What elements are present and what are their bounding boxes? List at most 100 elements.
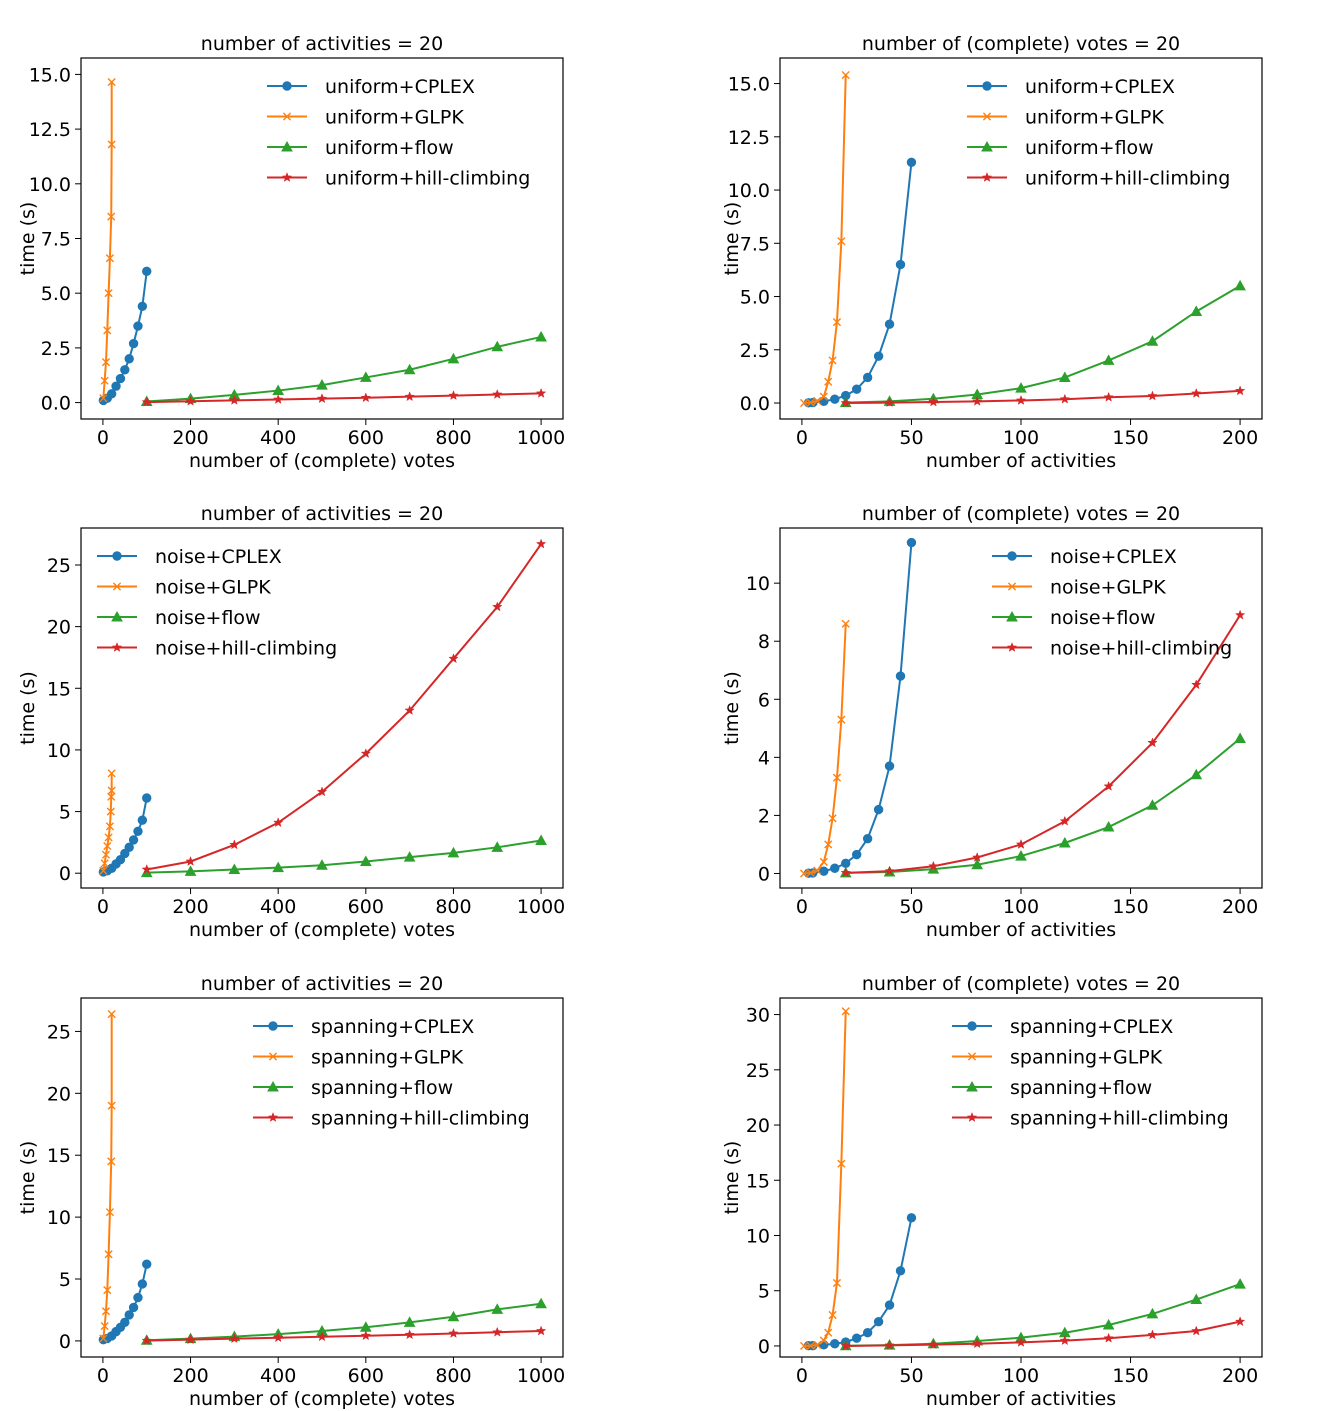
y-tick-label: 0 bbox=[59, 863, 71, 885]
x-tick-label: 200 bbox=[1222, 1365, 1258, 1387]
data-point-hill bbox=[884, 1339, 895, 1350]
data-point-glpk bbox=[106, 807, 115, 816]
data-point-hill bbox=[928, 1339, 939, 1350]
data-point-glpk bbox=[837, 1159, 846, 1168]
legend-marker-cplex bbox=[982, 81, 992, 91]
data-point-cplex bbox=[124, 842, 134, 853]
data-point-cplex bbox=[111, 381, 121, 391]
data-point-cplex bbox=[851, 1333, 862, 1343]
subplot-4: number of (complete) votes = 200 50 100 150… bbox=[721, 503, 1263, 941]
legend-label: spanning+hill-climbing bbox=[1010, 1108, 1229, 1130]
legend-marker-flow bbox=[966, 1080, 978, 1092]
x-tick-label: 150 bbox=[1112, 896, 1148, 918]
data-point-cplex bbox=[133, 1292, 143, 1303]
legend-label: uniform+flow bbox=[1025, 137, 1154, 159]
data-point-hill bbox=[316, 1331, 328, 1342]
data-point-flow bbox=[403, 1316, 416, 1327]
series-area bbox=[800, 537, 1246, 878]
data-point-flow bbox=[447, 352, 460, 364]
data-point-hill bbox=[185, 395, 196, 406]
data-point-flow bbox=[359, 855, 372, 866]
data-point-hill bbox=[141, 1335, 152, 1346]
legend-label: noise+GLPK bbox=[1050, 577, 1166, 599]
y-tick-label: 0.0 bbox=[41, 393, 71, 415]
legend-marker-hill bbox=[981, 171, 993, 182]
legend-label: spanning+flow bbox=[311, 1077, 453, 1099]
y-tick-label: 5 bbox=[59, 802, 71, 824]
y-tick-label: 0.0 bbox=[740, 393, 770, 415]
data-point-hill bbox=[404, 1329, 415, 1340]
data-point-cplex bbox=[819, 866, 829, 876]
chart-title: number of (complete) votes = 20 bbox=[862, 503, 1180, 525]
data-point-hill bbox=[1103, 1332, 1114, 1343]
data-point-cplex bbox=[873, 351, 884, 361]
x-tick-label: 800 bbox=[435, 1365, 471, 1387]
data-point-flow bbox=[1234, 279, 1246, 291]
data-point-hill bbox=[272, 817, 284, 828]
series-line-hill bbox=[845, 1320, 1241, 1347]
legend-label: uniform+CPLEX bbox=[1025, 76, 1175, 98]
legend-marker-glpk bbox=[112, 582, 122, 591]
data-point-hill bbox=[316, 393, 328, 404]
legend: spanning+CPLEX spanning+GLPK spanning+flow… bbox=[253, 1016, 530, 1130]
x-axis-label: number of (complete) votes bbox=[189, 450, 455, 472]
legend-marker-cplex bbox=[1007, 551, 1017, 561]
data-point-glpk bbox=[101, 850, 111, 859]
data-point-flow bbox=[535, 834, 547, 846]
y-tick-label: 2.5 bbox=[740, 340, 770, 362]
data-point-flow bbox=[1146, 1307, 1159, 1319]
data-point-glpk bbox=[837, 237, 846, 246]
data-point-hill bbox=[1147, 737, 1158, 748]
data-point-cplex bbox=[124, 354, 134, 364]
chart-title: number of activities = 20 bbox=[201, 33, 443, 55]
series-line-cplex bbox=[103, 1263, 148, 1341]
data-point-glpk bbox=[837, 715, 846, 724]
data-point-flow bbox=[403, 851, 416, 862]
data-point-glpk bbox=[832, 317, 842, 327]
legend: noise+CPLEX noise+GLPK noise+flow noise+hil… bbox=[992, 546, 1232, 660]
x-tick-label: 100 bbox=[1003, 1365, 1039, 1387]
data-point-hill bbox=[448, 390, 459, 401]
data-point-glpk bbox=[101, 1307, 111, 1316]
data-point-flow bbox=[1190, 305, 1203, 316]
data-point-glpk bbox=[813, 396, 822, 405]
y-tick-label: 30 bbox=[746, 1005, 770, 1027]
x-tick-label: 200 bbox=[1222, 427, 1258, 449]
subplot-5: number of activities = 200 200 400 600 800 10… bbox=[17, 973, 565, 1410]
data-point-hill bbox=[1103, 780, 1114, 791]
legend-marker-flow bbox=[281, 140, 293, 152]
data-point-flow bbox=[316, 859, 328, 870]
legend-label: spanning+CPLEX bbox=[1010, 1016, 1173, 1038]
data-point-glpk bbox=[824, 840, 833, 849]
legend-marker-glpk bbox=[967, 1052, 977, 1061]
data-point-hill bbox=[404, 391, 415, 402]
data-point-glpk bbox=[104, 1250, 113, 1259]
data-point-flow bbox=[1015, 382, 1027, 393]
legend-label: uniform+GLPK bbox=[325, 107, 464, 129]
data-point-glpk bbox=[819, 392, 828, 401]
data-point-cplex bbox=[106, 389, 117, 399]
data-point-cplex bbox=[124, 1310, 134, 1320]
data-point-glpk bbox=[100, 376, 109, 385]
series-area bbox=[800, 1007, 1246, 1351]
x-tick-label: 200 bbox=[172, 1365, 208, 1387]
data-point-flow bbox=[228, 863, 241, 875]
data-point-glpk bbox=[800, 869, 809, 878]
data-point-cplex bbox=[884, 761, 895, 771]
legend-label: noise+GLPK bbox=[155, 577, 271, 599]
data-point-flow bbox=[535, 330, 547, 342]
legend-label: uniform+hill-climbing bbox=[325, 168, 530, 190]
data-point-cplex bbox=[133, 321, 143, 331]
data-point-hill bbox=[229, 1333, 240, 1344]
data-point-hill bbox=[492, 601, 503, 612]
subplot-3: number of activities = 200 200 400 600 800 10… bbox=[17, 503, 565, 941]
y-tick-label: 12.5 bbox=[29, 119, 71, 141]
data-point-hill bbox=[272, 1332, 284, 1343]
data-point-hill bbox=[1015, 394, 1027, 405]
legend-label: uniform+GLPK bbox=[1025, 107, 1164, 129]
data-point-cplex bbox=[862, 372, 873, 383]
legend: spanning+CPLEX spanning+GLPK spanning+flow… bbox=[952, 1016, 1229, 1130]
data-point-hill bbox=[229, 839, 240, 850]
data-point-glpk bbox=[107, 1101, 116, 1110]
data-point-cplex bbox=[851, 849, 862, 860]
